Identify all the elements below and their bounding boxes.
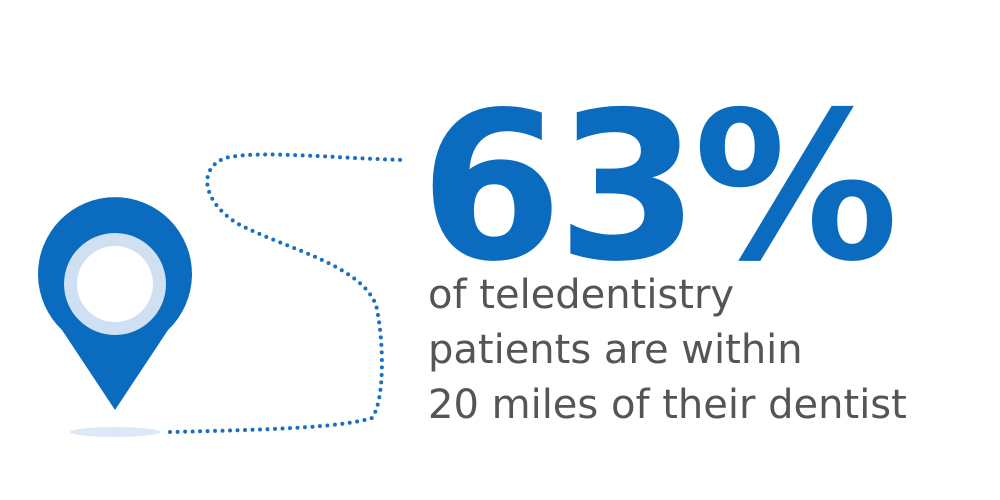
- caption-line: 20 miles of their dentist: [428, 382, 907, 428]
- caption-line: of teledentistry: [428, 272, 734, 318]
- pin-shadow: [70, 427, 160, 437]
- stat-value: 63%: [420, 69, 893, 307]
- caption-line: patients are within: [428, 327, 803, 373]
- dotted-route: [168, 152, 407, 434]
- pin-center: [77, 246, 153, 322]
